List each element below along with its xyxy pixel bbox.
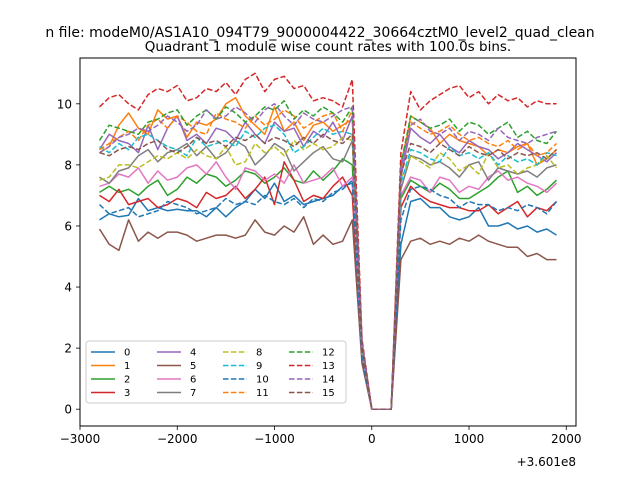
x-axis-offset-label: +3.601e8 bbox=[517, 455, 576, 469]
x-tick-label: 0 bbox=[368, 432, 376, 446]
legend-label-14: 14 bbox=[322, 375, 335, 386]
chart-title: Quadrant 1 module wise count rates with … bbox=[145, 39, 511, 55]
legend-label-1: 1 bbox=[124, 361, 130, 372]
series-line-2 bbox=[99, 158, 558, 410]
legend-label-5: 5 bbox=[190, 361, 196, 372]
legend-label-7: 7 bbox=[190, 388, 196, 399]
x-tick-label: −3000 bbox=[60, 432, 101, 446]
series-line-6 bbox=[99, 161, 558, 410]
figure-suptitle: n file: modeM0/AS1A10_094T79_9000004422_… bbox=[45, 25, 594, 41]
x-axis: −3000 −2000 −1000 0 1000 2000 bbox=[60, 426, 582, 446]
y-tick-label: 0 bbox=[64, 403, 72, 417]
series-line-12 bbox=[98, 100, 558, 410]
series-line-13 bbox=[98, 72, 557, 410]
legend-label-9: 9 bbox=[256, 361, 262, 372]
series-line-7 bbox=[99, 139, 557, 410]
plot-area-frame bbox=[79, 57, 577, 427]
y-axis: 0 2 4 6 8 10 bbox=[57, 97, 80, 417]
series-line-10 bbox=[98, 179, 558, 410]
y-tick-label: 2 bbox=[64, 342, 72, 356]
series-line-15 bbox=[99, 133, 558, 410]
series-lines bbox=[98, 72, 558, 410]
series-line-3 bbox=[99, 161, 558, 410]
x-tick-label: 2000 bbox=[551, 432, 582, 446]
y-tick-label: 6 bbox=[64, 219, 72, 233]
legend-label-6: 6 bbox=[190, 375, 196, 386]
legend-label-2: 2 bbox=[124, 375, 130, 386]
y-tick-label: 10 bbox=[57, 97, 72, 111]
legend-label-0: 0 bbox=[124, 348, 130, 359]
legend-label-3: 3 bbox=[124, 388, 130, 399]
x-tick-label: −1000 bbox=[254, 432, 295, 446]
series-line-1 bbox=[99, 96, 558, 410]
legend-label-15: 15 bbox=[322, 388, 335, 399]
series-line-5 bbox=[98, 216, 557, 410]
y-tick-label: 8 bbox=[64, 158, 72, 172]
legend-frame bbox=[85, 340, 347, 404]
x-tick-label: −2000 bbox=[157, 432, 198, 446]
y-tick-label: 4 bbox=[64, 281, 72, 295]
series-line-11 bbox=[99, 109, 558, 410]
legend-label-10: 10 bbox=[256, 375, 269, 386]
legend-label-4: 4 bbox=[190, 348, 196, 359]
legend-label-8: 8 bbox=[256, 348, 262, 359]
legend-label-12: 12 bbox=[322, 348, 335, 359]
x-tick-label: 1000 bbox=[454, 432, 485, 446]
series-line-8 bbox=[99, 136, 558, 410]
series-line-0 bbox=[99, 182, 557, 410]
legend-label-11: 11 bbox=[256, 388, 269, 399]
series-line-9 bbox=[99, 124, 557, 410]
legend-label-13: 13 bbox=[322, 361, 335, 372]
series-line-14 bbox=[99, 103, 557, 410]
